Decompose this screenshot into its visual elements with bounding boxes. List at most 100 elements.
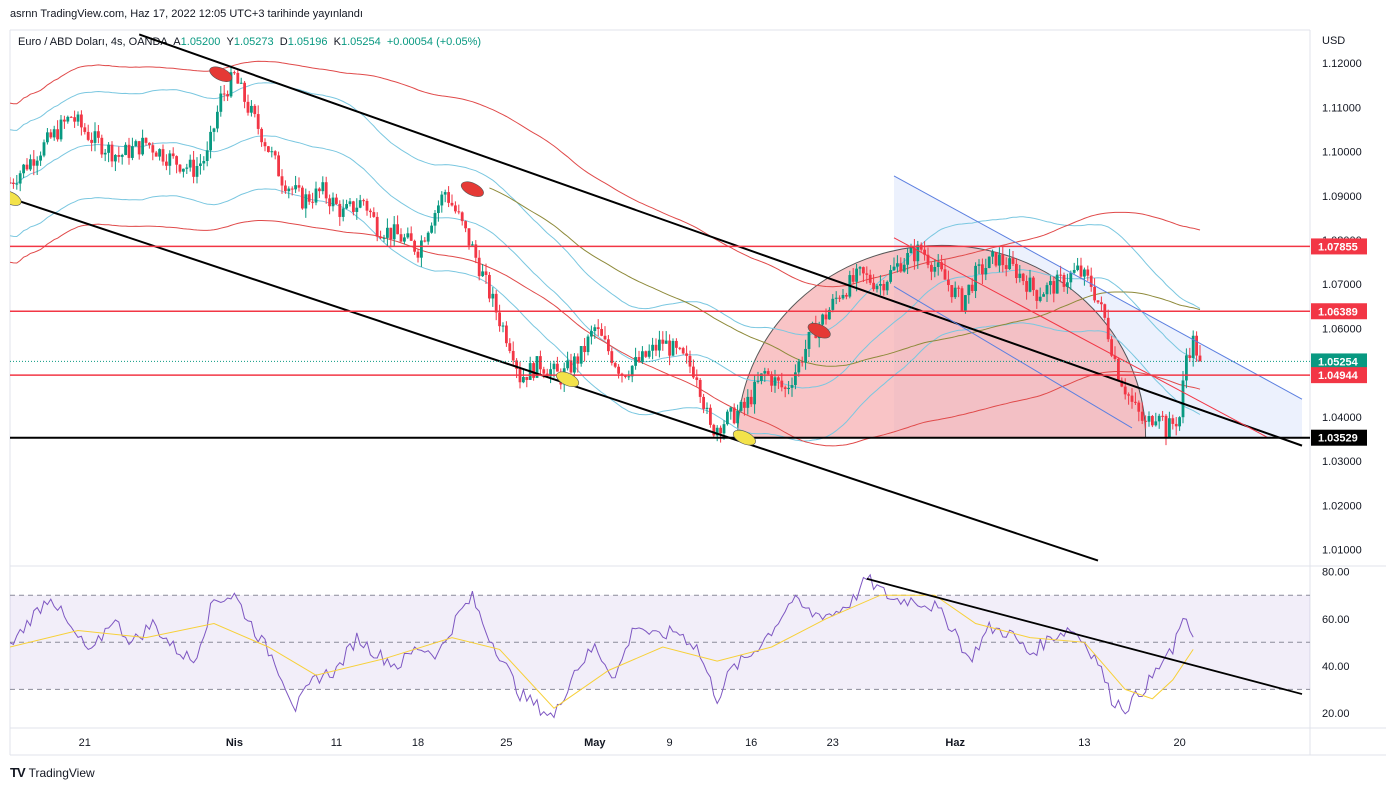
time-tick-label: 11: [331, 737, 342, 749]
candle-body: [505, 325, 508, 344]
candle-body: [987, 256, 991, 268]
envelope-upper-line: [10, 60, 1201, 288]
lower-trend-line: [10, 197, 1099, 562]
price-tick-label: 1.06000: [1322, 323, 1362, 335]
candle-body: [369, 210, 372, 213]
candle-body: [953, 287, 957, 298]
candle-body: [151, 145, 155, 153]
candle-body: [909, 247, 913, 254]
candle-body: [158, 149, 161, 157]
candle-body: [341, 208, 345, 217]
rsi-axis[interactable]: 80.00 60.00 40.00 20.00: [1322, 567, 1350, 720]
chart-canvas[interactable]: USD 1.120001.110001.100001.090001.080001…: [0, 0, 1386, 760]
candle-body: [318, 188, 321, 192]
candle-body: [1052, 281, 1056, 294]
candle-body: [352, 201, 355, 212]
candle-body: [1154, 421, 1158, 426]
candle-body: [777, 377, 780, 381]
candle-body: [277, 155, 280, 177]
candle-body: [192, 159, 195, 177]
candle-body: [1171, 418, 1175, 424]
candle-body: [882, 283, 886, 291]
candle-body: [664, 340, 668, 344]
candle-body: [1079, 265, 1083, 277]
candle-body: [794, 372, 797, 386]
time-axis[interactable]: 21 Nis 11 18 25 May 9 16 23 Haz 13 20: [79, 737, 1186, 749]
candle-body: [1072, 269, 1076, 273]
candle-body: [858, 267, 862, 269]
candle-body: [403, 237, 406, 242]
candle-body: [698, 379, 702, 397]
trend-drawings: [10, 33, 1310, 562]
candle-body: [1028, 277, 1032, 292]
candle-body: [236, 72, 240, 84]
footer-brand-text: TradingView: [28, 765, 95, 780]
candle-body: [501, 325, 505, 327]
rsi-tick-label: 60.00: [1322, 614, 1350, 626]
candle-body: [498, 312, 501, 327]
candle-body: [280, 176, 284, 186]
price-marker-label: 1.05254: [1318, 356, 1359, 368]
candle-body: [379, 236, 382, 239]
candle-body: [165, 161, 168, 166]
candle-body: [372, 212, 376, 217]
candle-body: [287, 188, 291, 192]
candle-body: [103, 152, 107, 155]
candle-body: [49, 132, 53, 138]
candle-body: [86, 131, 90, 140]
candle-body: [134, 141, 138, 147]
candle-body: [899, 263, 903, 272]
candle-body: [556, 363, 559, 372]
candle-body: [1195, 335, 1198, 356]
candle-body: [644, 351, 648, 357]
candle-body: [926, 254, 930, 265]
candle-body: [443, 192, 447, 195]
candle-body: [430, 225, 433, 233]
candle-body: [936, 262, 940, 267]
candle-body: [984, 267, 988, 275]
candle-body: [1120, 380, 1124, 387]
candle-body: [654, 344, 658, 351]
candle-body: [311, 201, 314, 203]
candle-body: [1011, 258, 1015, 264]
candle-body: [307, 194, 311, 202]
candle-body: [18, 173, 22, 184]
candle-body: [624, 375, 627, 377]
price-markers: 1.07855 1.06389 1.05254 1.04944 1.03529: [1311, 238, 1367, 446]
candle-body: [630, 365, 634, 377]
footer-brand[interactable]: TV TradingView: [10, 765, 95, 780]
candle-body: [579, 346, 583, 364]
candle-body: [1042, 294, 1045, 297]
candle-body: [474, 244, 478, 258]
candle-body: [171, 153, 175, 157]
candle-body: [675, 340, 678, 348]
candle-body: [56, 129, 59, 140]
candle-body: [1168, 418, 1171, 438]
candle-body: [637, 357, 641, 362]
candle-body: [433, 213, 437, 226]
candle-body: [440, 194, 444, 206]
rsi-band: [10, 594, 1310, 690]
candle-body: [124, 144, 127, 155]
ma-slow-line: [489, 187, 1201, 367]
candle-body: [386, 227, 389, 238]
candle-body: [1185, 355, 1188, 381]
candle-body: [243, 82, 246, 102]
candle-body: [617, 366, 620, 374]
candle-body: [69, 116, 73, 118]
candle-body: [25, 164, 29, 170]
candle-body: [797, 361, 801, 373]
candle-body: [389, 227, 393, 240]
candle-body: [872, 282, 875, 290]
candle-body: [382, 237, 386, 239]
candle-body: [73, 117, 76, 122]
candle-body: [736, 410, 739, 424]
candle-body: [488, 274, 491, 299]
candle-body: [957, 287, 960, 289]
legend-open-label: A: [173, 36, 181, 48]
candle-body: [828, 309, 831, 320]
candle-body: [807, 332, 811, 349]
candle-body: [658, 339, 661, 351]
upper-trend-line: [138, 33, 1303, 447]
legend-low: 1.05196: [287, 36, 328, 48]
